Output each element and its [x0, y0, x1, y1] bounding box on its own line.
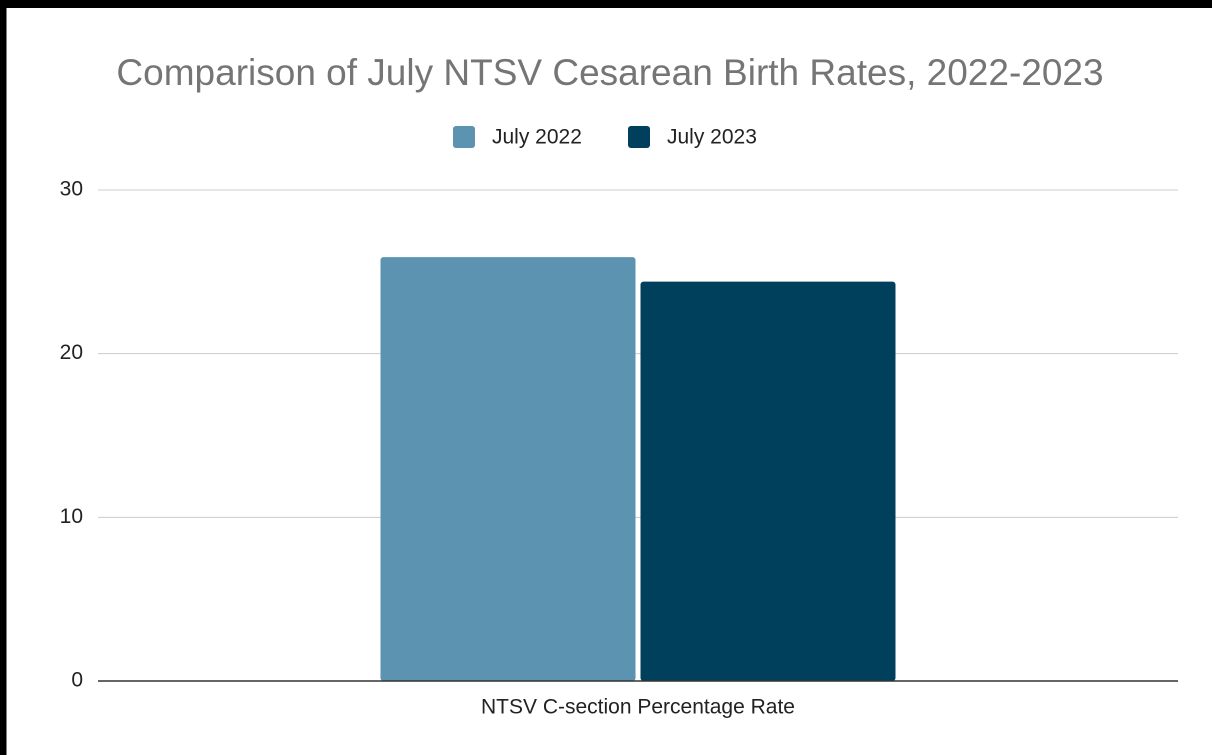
- y-tick-label: 20: [60, 341, 83, 364]
- x-tick-label: NTSV C-section Percentage Rate: [481, 696, 795, 719]
- bar: [380, 257, 636, 681]
- legend-label: July 2022: [492, 126, 582, 149]
- y-tick-label: 30: [60, 178, 83, 201]
- legend-swatch: [628, 126, 650, 148]
- y-tick-label: 10: [60, 505, 83, 528]
- chart-title: Comparison of July NTSV Cesarean Birth R…: [116, 52, 1103, 93]
- y-tick-label: 0: [71, 669, 83, 692]
- legend-swatch: [453, 126, 475, 148]
- legend-label: July 2023: [667, 126, 757, 149]
- bar: [640, 281, 896, 681]
